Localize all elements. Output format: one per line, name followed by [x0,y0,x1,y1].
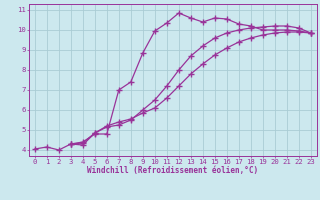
X-axis label: Windchill (Refroidissement éolien,°C): Windchill (Refroidissement éolien,°C) [87,166,258,175]
